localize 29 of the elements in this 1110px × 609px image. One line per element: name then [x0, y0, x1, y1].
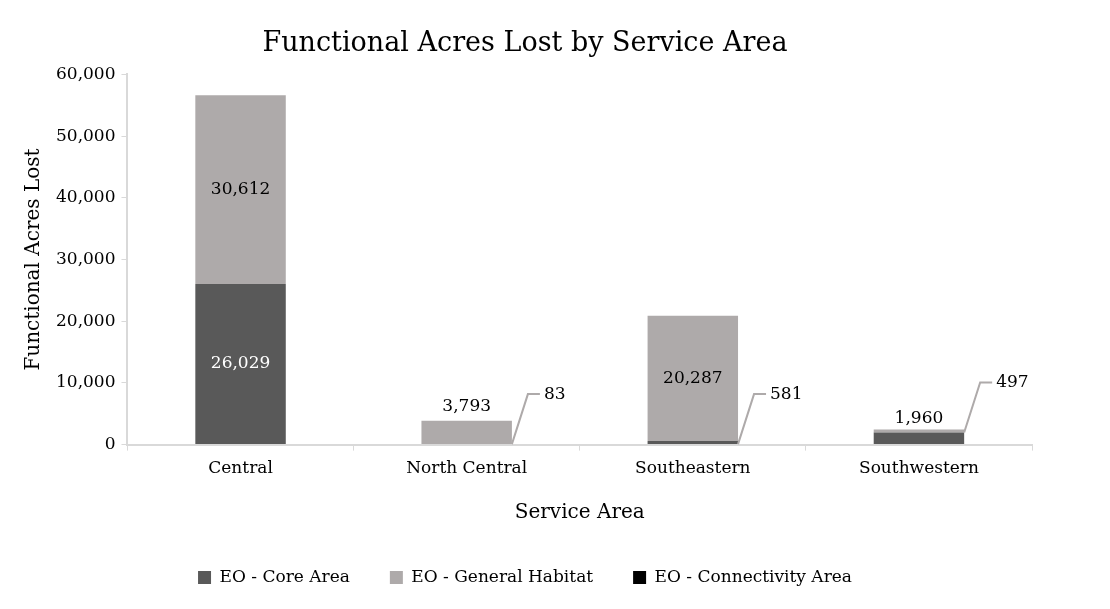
y-tick-label: 60,000 — [56, 62, 116, 83]
y-tick-label: 0 — [104, 433, 116, 454]
x-axis-title: Service Area — [514, 499, 645, 524]
data-label: 83 — [543, 382, 566, 403]
legend-label: EO - Connectivity Area — [654, 565, 852, 586]
data-label: 1,960 — [894, 406, 944, 427]
x-tick-label: Central — [208, 457, 273, 478]
data-label: 497 — [996, 370, 1029, 391]
y-tick-label: 10,000 — [56, 371, 116, 392]
bar — [873, 432, 965, 445]
x-tick-label: Southeastern — [635, 457, 751, 478]
bar — [195, 284, 286, 445]
data-label: 3,793 — [442, 395, 492, 416]
chart-title: Functional Acres Lost by Service Area — [262, 26, 788, 58]
y-tick-label: 40,000 — [56, 186, 116, 207]
bar — [195, 95, 286, 284]
data-label: 26,029 — [210, 352, 271, 373]
y-tick-label: 20,000 — [56, 309, 116, 330]
y-axis-title: Functional Acres Lost — [20, 148, 45, 371]
y-tick-label: 30,000 — [56, 247, 116, 268]
data-label: 581 — [770, 382, 803, 403]
x-tick-label: Southwestern — [858, 457, 979, 478]
legend-label: EO - Core Area — [219, 565, 350, 586]
data-label: 30,612 — [210, 177, 271, 198]
x-tick-label: North Central — [406, 457, 528, 478]
y-tick-label: 50,000 — [56, 124, 116, 145]
data-label: 20,287 — [663, 366, 723, 387]
bar — [647, 441, 739, 445]
legend-label: EO - General Habitat — [411, 565, 594, 586]
